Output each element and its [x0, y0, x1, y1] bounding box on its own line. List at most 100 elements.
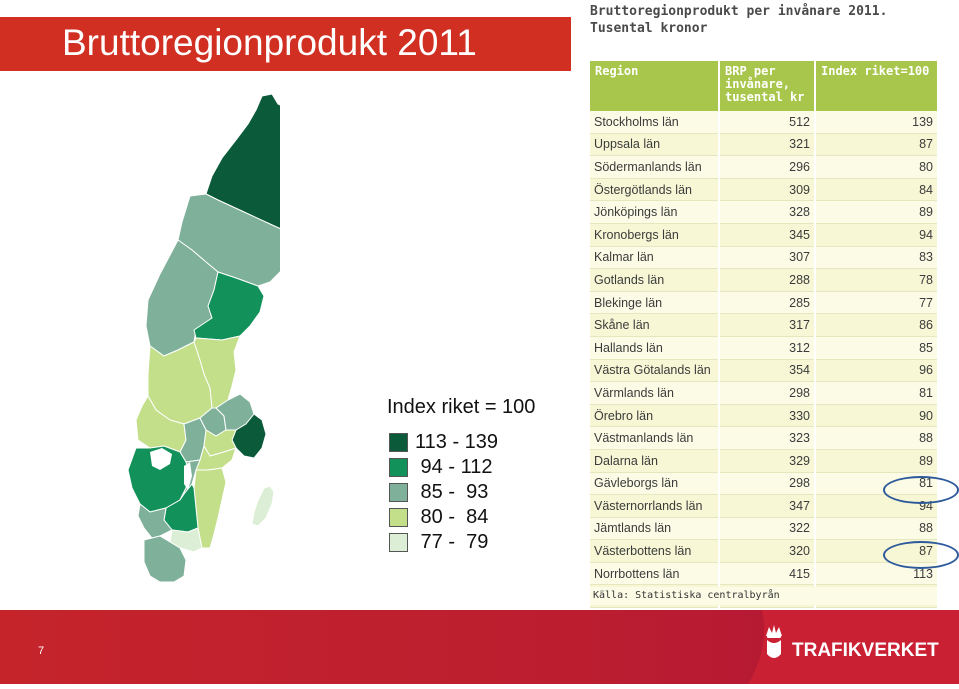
- cell-index: 90: [815, 404, 937, 428]
- table-row: Uppsala län 321 87: [590, 133, 937, 157]
- cell-brp: 415: [719, 562, 816, 586]
- trafikverket-crown-icon: [766, 625, 782, 658]
- table-row: Västmanlands län 323 88: [590, 426, 937, 450]
- slide-title: Bruttoregionprodukt 2011: [62, 22, 477, 63]
- cell-index: 83: [815, 246, 937, 270]
- table-row: Östergötlands län 309 84: [590, 178, 937, 202]
- cell-region: Gävleborgs län: [590, 472, 720, 496]
- cell-brp: 354: [719, 359, 816, 383]
- cell-region: Stockholms län: [590, 111, 720, 134]
- cell-index: 139: [815, 111, 937, 134]
- cell-index: 86: [815, 313, 937, 337]
- trafikverket-logo: TRAFIKVERKET: [748, 610, 959, 684]
- cell-region: Kronobergs län: [590, 223, 720, 247]
- legend-swatch: [389, 458, 408, 477]
- lake-vanern: [150, 448, 172, 470]
- cell-region: Dalarna län: [590, 449, 720, 473]
- cell-index: 85: [815, 336, 937, 360]
- legend-swatch: [389, 533, 408, 552]
- cell-region: Jämtlands län: [590, 517, 720, 541]
- legend-swatch: [389, 433, 408, 452]
- county-gotland: [251, 485, 275, 527]
- highlight-ring-vasternorrland: [883, 476, 959, 504]
- table-title-line2: Tusental kronor: [590, 21, 708, 36]
- table-row: Blekinge län 285 77: [590, 291, 937, 315]
- county-halland: [137, 503, 173, 539]
- cell-brp: 321: [719, 133, 816, 157]
- cell-region: Uppsala län: [590, 133, 720, 157]
- cell-brp: 309: [719, 178, 816, 202]
- cell-index: 77: [815, 291, 937, 315]
- legend-item: 113 - 139: [387, 430, 572, 455]
- logo-white-shape: [748, 610, 959, 684]
- title-bar: [0, 17, 571, 71]
- cell-brp: 296: [719, 155, 816, 179]
- cell-brp: 512: [719, 111, 816, 134]
- cell-brp: 312: [719, 336, 816, 360]
- table-row: Jönköpings län 328 89: [590, 200, 937, 224]
- legend-swatch: [389, 483, 408, 502]
- cell-index: 89: [815, 200, 937, 224]
- brand-name: TRAFIKVERKET: [792, 640, 939, 661]
- cell-brp: 330: [719, 404, 816, 428]
- cell-brp: 328: [719, 200, 816, 224]
- table-row: Västra Götalands län 354 96: [590, 359, 937, 383]
- legend-swatch: [389, 508, 408, 527]
- legend-label: 113 - 139: [415, 431, 499, 453]
- page-number: 7: [38, 645, 45, 657]
- cell-brp: 322: [719, 517, 816, 541]
- legend-item: 85 - 93: [387, 480, 572, 505]
- cell-index: 89: [815, 449, 937, 473]
- brp-table: Region BRP per invånare, tusental kr Ind…: [590, 61, 937, 609]
- cell-region: Västmanlands län: [590, 426, 720, 450]
- legend-label: 85 - 93: [415, 481, 489, 503]
- table-row: Kronobergs län 345 94: [590, 223, 937, 247]
- cell-index: 78: [815, 268, 937, 292]
- cell-index: 81: [815, 381, 937, 405]
- cell-brp: 345: [719, 223, 816, 247]
- table-row: Kalmar län 307 83: [590, 246, 937, 270]
- cell-region: Östergötlands län: [590, 178, 720, 202]
- table-row: Gotlands län 288 78: [590, 268, 937, 292]
- legend-item: 80 - 84: [387, 505, 572, 530]
- table-row: Skåne län 317 86: [590, 313, 937, 337]
- sweden-county-map: [118, 90, 331, 586]
- table-row: Södermanlands län 296 80: [590, 155, 937, 179]
- table-source: Källa: Statistiska centralbyrån: [590, 587, 937, 605]
- lake-vattern: [184, 462, 192, 490]
- cell-region: Kalmar län: [590, 246, 720, 270]
- table-row: Örebro län 330 90: [590, 404, 937, 428]
- cell-index: 88: [815, 517, 937, 541]
- cell-region: Västra Götalands län: [590, 359, 720, 383]
- cell-brp: 329: [719, 449, 816, 473]
- cell-region: Södermanlands län: [590, 155, 720, 179]
- table-row: Stockholms län 512 139: [590, 111, 937, 134]
- table-header-row: Region BRP per invånare, tusental kr Ind…: [590, 61, 937, 111]
- cell-brp: 317: [719, 313, 816, 337]
- cell-brp: 347: [719, 494, 816, 518]
- cell-index: 94: [815, 223, 937, 247]
- table-row: Västernorrlands län 347 94: [590, 494, 937, 518]
- cell-brp: 298: [719, 381, 816, 405]
- cell-index: 96: [815, 359, 937, 383]
- cell-index: 80: [815, 155, 937, 179]
- map-svg: [127, 93, 331, 583]
- county-skane: [143, 535, 187, 583]
- table-row: Värmlands län 298 81: [590, 381, 937, 405]
- cell-region: Örebro län: [590, 404, 720, 428]
- cell-brp: 307: [719, 246, 816, 270]
- table-row: Jämtlands län 322 88: [590, 517, 937, 541]
- legend-title: Index riket = 100: [387, 396, 536, 418]
- map-legend: Index riket = 100 113 - 139 94 - 112 85 …: [387, 396, 572, 555]
- cell-region: Jönköpings län: [590, 200, 720, 224]
- legend-label: 77 - 79: [415, 531, 489, 553]
- cell-brp: 298: [719, 472, 816, 496]
- col-header-index: Index riket=100: [815, 61, 937, 111]
- cell-brp: 320: [719, 539, 816, 563]
- cell-region: Västerbottens län: [590, 539, 720, 563]
- cell-index: 84: [815, 178, 937, 202]
- table-row: Dalarna län 329 89: [590, 449, 937, 473]
- legend-item: 94 - 112: [387, 455, 572, 480]
- cell-index: 88: [815, 426, 937, 450]
- table-title: Bruttoregionprodukt per invånare 2011. T…: [590, 3, 950, 37]
